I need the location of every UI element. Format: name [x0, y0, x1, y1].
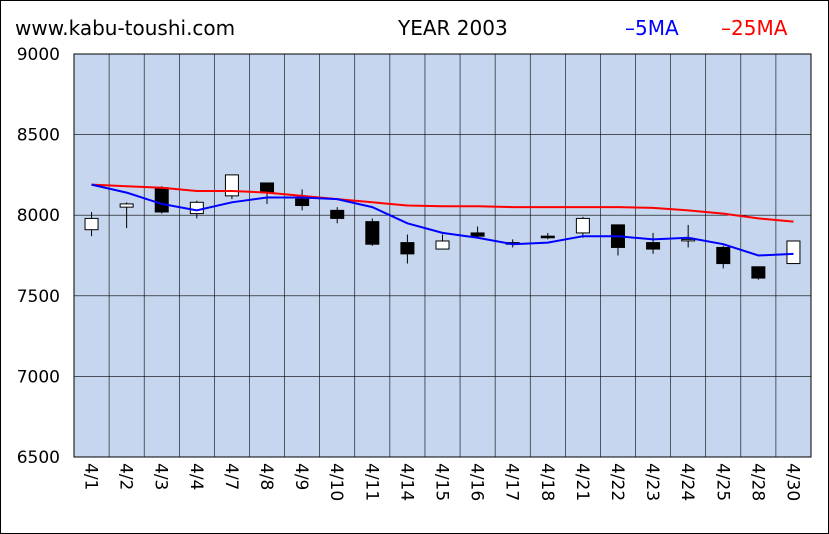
candle-down — [400, 242, 415, 255]
x-tick-label: 4/2 — [116, 463, 136, 490]
y-tick-label: 7500 — [17, 287, 60, 307]
y-tick-label: 6500 — [17, 448, 60, 468]
x-tick-label: 4/30 — [782, 463, 802, 501]
candle-up — [119, 203, 134, 208]
candle-up — [435, 240, 450, 250]
x-tick-label: 4/24 — [677, 463, 697, 501]
candle-up — [189, 201, 204, 215]
candle-down — [330, 209, 345, 219]
x-tick-label: 4/21 — [572, 463, 592, 501]
x-tick-label: 4/4 — [186, 463, 206, 490]
x-tick-label: 4/8 — [256, 463, 276, 490]
y-tick-label: 8500 — [17, 126, 60, 146]
x-tick-label: 4/10 — [326, 463, 346, 501]
candle-down — [154, 187, 169, 213]
candle-down — [365, 221, 380, 245]
candle-up — [575, 217, 590, 234]
y-tick-label: 7000 — [17, 367, 60, 387]
legend-5ma-dash: – — [625, 16, 635, 40]
x-tick-label: 4/22 — [607, 463, 627, 501]
y-tick-label: 9000 — [17, 45, 60, 65]
candle-down — [751, 266, 766, 279]
candle-down — [295, 198, 310, 207]
site-url: www.kabu-toushi.com — [15, 16, 236, 40]
candle-up — [786, 240, 801, 265]
x-tick-label: 4/15 — [432, 463, 452, 501]
x-tick-label: 4/28 — [747, 463, 767, 501]
x-tick-label: 4/18 — [537, 463, 557, 501]
x-tick-label: 4/7 — [221, 463, 241, 490]
y-tick-label: 8000 — [17, 206, 60, 226]
candle-down — [260, 182, 275, 194]
x-tick-label: 4/25 — [712, 463, 732, 501]
legend-25ma: –25MA — [721, 16, 787, 40]
candle-up — [224, 174, 239, 197]
ma5-line — [91, 183, 794, 257]
legend-5ma: –5MA — [625, 16, 679, 40]
candle-down — [646, 242, 661, 250]
candle-up — [681, 238, 696, 242]
x-tick-label: 4/1 — [81, 463, 101, 490]
chart-title: YEAR 2003 — [398, 16, 508, 40]
legend-5ma-label: 5MA — [635, 16, 679, 40]
candle-down — [470, 232, 485, 237]
plot-area — [73, 53, 812, 458]
x-tick-label: 4/3 — [151, 463, 171, 490]
x-tick-label: 4/17 — [502, 463, 522, 501]
legend-25ma-label: 25MA — [731, 16, 788, 40]
candle-up — [84, 217, 99, 231]
x-tick-label: 4/11 — [361, 463, 381, 501]
legend-25ma-dash: – — [721, 16, 731, 40]
x-tick-label: 4/9 — [291, 463, 311, 490]
x-tick-label: 4/23 — [642, 463, 662, 501]
candle-down — [540, 235, 555, 239]
candle-down — [716, 246, 731, 265]
x-tick-label: 4/14 — [396, 463, 416, 501]
ma25-line — [91, 183, 794, 223]
x-tick-label: 4/16 — [467, 463, 487, 501]
